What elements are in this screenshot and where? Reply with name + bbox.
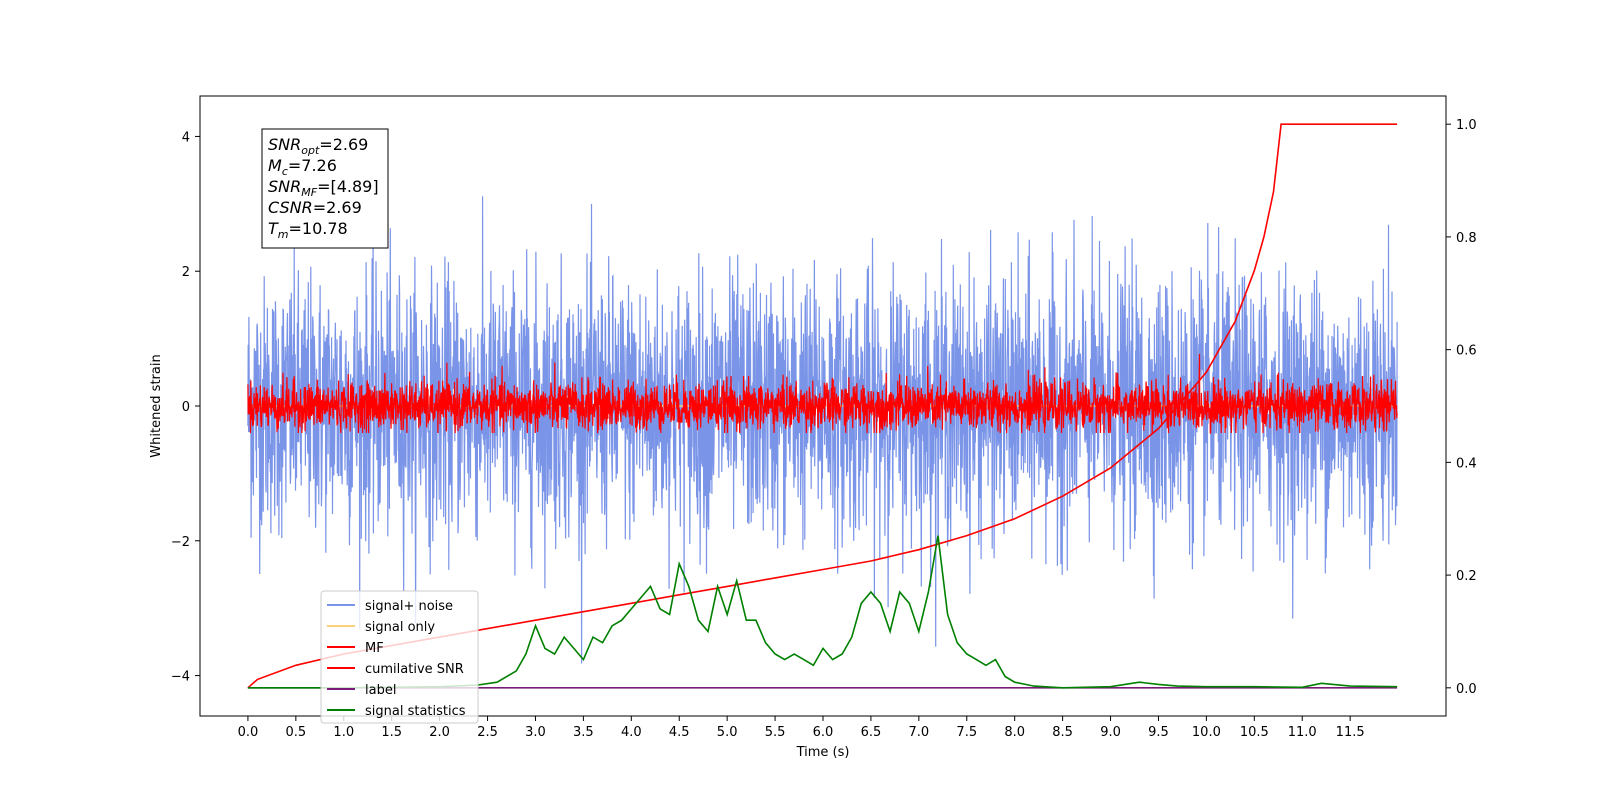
info-box-line: Mc=7.26 (268, 156, 337, 178)
y-tick-label: 0 (182, 400, 190, 415)
x-tick-label: 11.5 (1336, 725, 1365, 740)
series-line-2 (247, 353, 1398, 434)
legend-entry: cumilative SNR (365, 662, 464, 677)
info-box-line: CSNR=2.69 (268, 198, 362, 217)
info-box-line: Tm=10.78 (268, 219, 348, 241)
x-tick-label: 1.5 (381, 725, 402, 740)
y-axis-label: Whitened strain (149, 354, 164, 457)
x-tick-label: 9.0 (1100, 725, 1121, 740)
x-tick-label: 10.5 (1240, 725, 1269, 740)
y-axis-left: −4 −2 0 2 4 (171, 130, 200, 685)
y2-tick-label: 0.0 (1456, 682, 1477, 697)
y2-tick-label: 0.8 (1456, 231, 1477, 246)
x-tick-label: 0.5 (286, 725, 307, 740)
y2-tick-label: 0.6 (1456, 344, 1477, 359)
x-tick-label: 7.5 (956, 725, 977, 740)
x-tick-label: 5.0 (717, 725, 738, 740)
x-axis-label: Time (s) (796, 745, 850, 760)
x-tick-label: 0.0 (238, 725, 259, 740)
x-tick-label: 4.5 (669, 725, 690, 740)
y-tick-label: −4 (171, 670, 190, 685)
info-box-frame (261, 128, 389, 249)
x-tick-label: 5.5 (765, 725, 786, 740)
x-tick-label: 10.0 (1192, 725, 1221, 740)
x-tick-label: 8.5 (1052, 725, 1073, 740)
series-line-5 (247, 535, 1398, 689)
x-tick-label: 8.0 (1004, 725, 1025, 740)
legend-frame (320, 590, 479, 724)
y-tick-label: 4 (182, 130, 190, 145)
y-tick-label: 2 (182, 265, 190, 280)
x-tick-label: 11.0 (1288, 725, 1317, 740)
legend: signal+ noise signal only MF cumilative SNR… (320, 590, 479, 724)
x-axis: 0.0 0.5 1.0 1.5 2.0 2.5 3.0 3.5 4.0 4.5 5.0 5.5 6.0 6… (238, 716, 1365, 740)
x-tick-label: 2.0 (429, 725, 450, 740)
x-tick-label: 7.0 (909, 725, 930, 740)
series-line-0 (247, 196, 1398, 664)
x-tick-label: 6.0 (813, 725, 834, 740)
x-tick-label: 3.5 (573, 725, 594, 740)
x-tick-label: 1.0 (333, 725, 354, 740)
x-tick-label: 3.0 (525, 725, 546, 740)
legend-entry: signal+ noise (365, 599, 453, 614)
info-box-line: SNRopt=2.69 (268, 135, 368, 157)
x-tick-label: 9.5 (1148, 725, 1169, 740)
legend-entry: label (365, 683, 396, 698)
x-tick-label: 2.5 (477, 725, 498, 740)
x-tick-label: 4.0 (621, 725, 642, 740)
y-tick-label: −2 (171, 535, 190, 550)
y-axis-right: 0.0 0.2 0.4 0.6 0.8 1.0 (1446, 118, 1477, 697)
legend-entry: signal only (365, 620, 435, 635)
legend-entry: MF (365, 641, 384, 656)
y2-tick-label: 1.0 (1456, 118, 1477, 133)
legend-entry: signal statistics (365, 704, 466, 719)
y2-tick-label: 0.4 (1456, 456, 1477, 471)
info-box-line: SNRMF=[4.89] (268, 177, 379, 199)
y2-tick-label: 0.2 (1456, 569, 1477, 584)
x-tick-label: 6.5 (861, 725, 882, 740)
